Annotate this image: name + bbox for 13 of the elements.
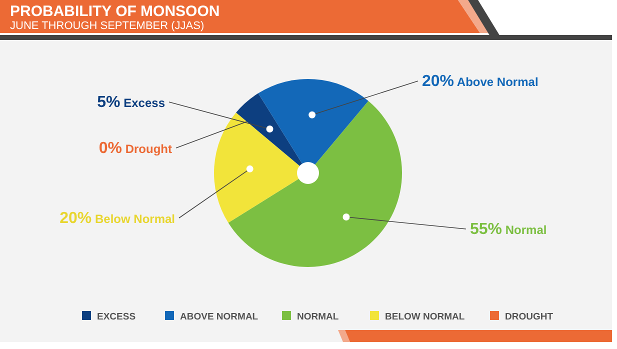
legend-label: BELOW NORMAL [385,312,465,322]
data-label: 5% Excess [97,94,166,111]
chart-subtitle: JUNE THROUGH SEPTEMBER (JJAS) [10,20,204,32]
text: 0% Drought [98,140,172,157]
chart-title: PROBABILITY OF MONSOON [10,3,220,20]
legend-label: EXCESS [97,312,136,322]
legend-label: ABOVE NORMAL [180,312,258,322]
data-label: 20% Above Normal [422,73,538,90]
legend-label: DROUGHT [505,312,554,322]
data-label: 20% Below Normal [60,210,175,227]
legend-label: NORMAL [297,312,339,322]
data-label: 55% Normal [470,221,547,238]
pie-slice [228,100,402,267]
